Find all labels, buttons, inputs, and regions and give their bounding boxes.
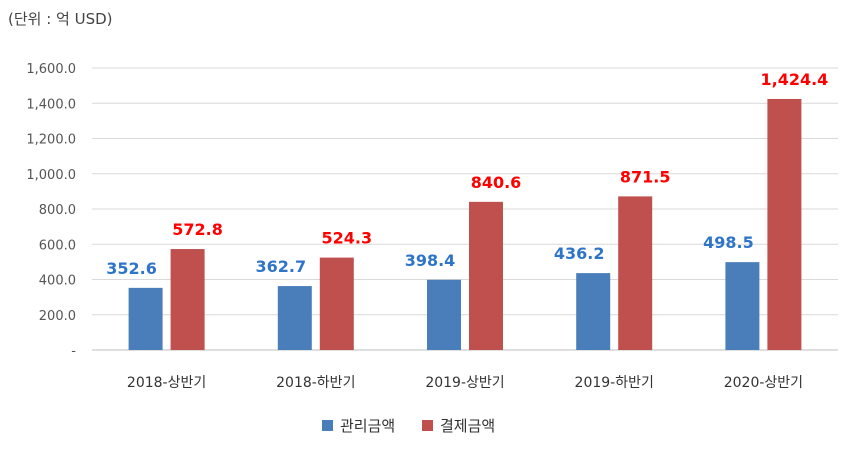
x-axis-categories: 2018-상반기 2018-하반기 2019-상반기 2019-하반기 2020-상반기 (127, 375, 803, 391)
data-label: 362.7 (255, 257, 306, 276)
legend-label: 관리금액 (340, 417, 395, 435)
bar-payment (170, 249, 205, 350)
legend-swatch (322, 420, 333, 431)
legend-swatch (422, 420, 433, 431)
bar-payment (469, 201, 503, 350)
gridlines (92, 67, 838, 351)
x-category-label: 2019-하반기 (575, 375, 654, 391)
data-label: 871.5 (620, 167, 671, 186)
bar-managed (277, 286, 312, 350)
data-labels: 352.6 572.8 362.7 524.3 398.4 840.6 436.2 871.5… (106, 70, 828, 278)
x-category-label: 2018-하반기 (276, 375, 355, 391)
data-label: 352.6 (106, 259, 157, 278)
y-tick-label: 800.0 (39, 203, 76, 218)
y-tick-label: 600.0 (39, 238, 76, 253)
bars (128, 98, 802, 351)
legend: 관리금액 결제금액 (322, 417, 495, 435)
bar-managed (725, 262, 760, 350)
data-label: 398.4 (405, 251, 456, 270)
y-tick-label: 1,200.0 (26, 133, 76, 148)
legend-label: 결제금액 (440, 417, 495, 435)
data-label: 572.8 (172, 220, 223, 239)
y-tick-label: 400.0 (39, 274, 76, 289)
y-tick-label: 1,600.0 (26, 62, 76, 77)
data-label: 1,424.4 (760, 70, 828, 89)
data-label: 436.2 (554, 244, 605, 263)
y-axis-ticks: - 200.0 400.0 600.0 800.0 1,000.0 1,200.0 1,400… (26, 62, 76, 359)
data-label: 524.3 (321, 229, 372, 248)
unit-note: (단위 : 억 USD) (8, 10, 113, 28)
bar-payment (319, 257, 354, 350)
x-category-label: 2019-상반기 (425, 375, 504, 391)
y-tick-label: 200.0 (39, 309, 76, 324)
bar-managed (576, 273, 611, 350)
y-tick-label: 1,400.0 (26, 97, 76, 112)
y-tick-label: 1,000.0 (26, 168, 76, 183)
data-label: 498.5 (703, 233, 754, 252)
bar-payment (618, 196, 653, 350)
x-category-label: 2020-상반기 (724, 375, 803, 391)
bar-managed (427, 279, 461, 350)
bar-managed (128, 287, 163, 350)
data-label: 840.6 (471, 173, 522, 192)
x-category-label: 2018-상반기 (127, 375, 206, 391)
y-tick-label: - (71, 344, 76, 359)
bar-payment (767, 98, 802, 351)
